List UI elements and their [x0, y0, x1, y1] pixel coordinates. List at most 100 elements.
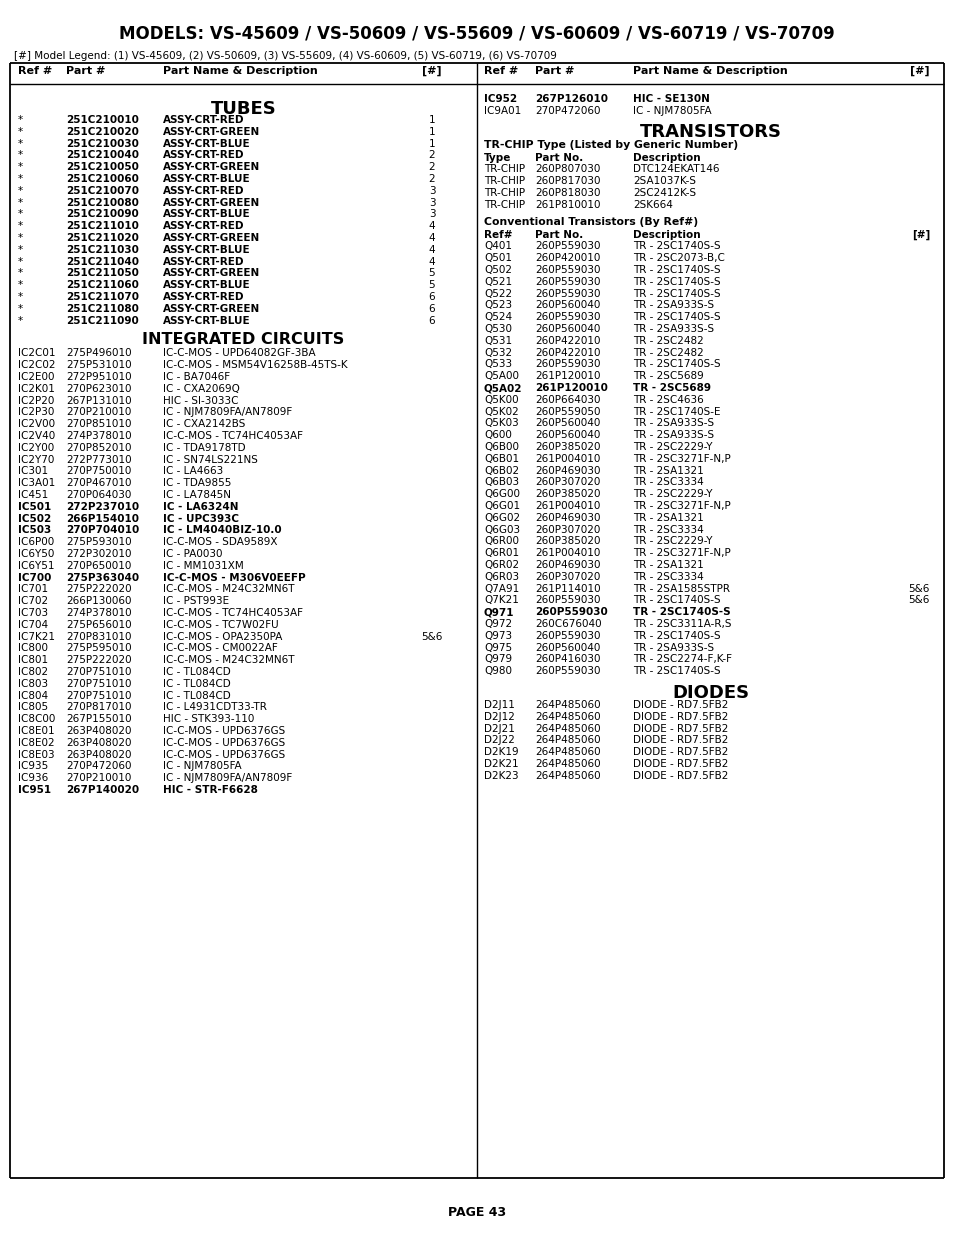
Text: IC3A01: IC3A01	[18, 478, 55, 488]
Text: Q6R02: Q6R02	[483, 559, 518, 571]
Text: IC6P00: IC6P00	[18, 537, 54, 547]
Text: 251C210030: 251C210030	[66, 138, 139, 148]
Text: D2J22: D2J22	[483, 735, 515, 746]
Text: 261P004010: 261P004010	[535, 548, 599, 558]
Text: TR - 2SC2229-Y: TR - 2SC2229-Y	[633, 442, 712, 452]
Text: DIODE - RD7.5FB2: DIODE - RD7.5FB2	[633, 711, 727, 721]
Text: 270P704010: 270P704010	[66, 525, 139, 536]
Text: Part Name & Description: Part Name & Description	[163, 65, 317, 77]
Text: 260P664030: 260P664030	[535, 395, 599, 405]
Text: 260C676040: 260C676040	[535, 619, 601, 629]
Text: ASSY-CRT-BLUE: ASSY-CRT-BLUE	[163, 280, 251, 290]
Text: IC8E01: IC8E01	[18, 726, 54, 736]
Text: IC - NJM7805FA: IC - NJM7805FA	[633, 106, 711, 116]
Text: D2K19: D2K19	[483, 747, 518, 757]
Text: IC - L4931CDT33-TR: IC - L4931CDT33-TR	[163, 703, 267, 713]
Text: 275P363040: 275P363040	[66, 573, 139, 583]
Text: 261P114010: 261P114010	[535, 584, 600, 594]
Text: TR - 2SC2274-F,K-F: TR - 2SC2274-F,K-F	[633, 655, 731, 664]
Text: TR - 2SA933S-S: TR - 2SA933S-S	[633, 642, 714, 652]
Text: IC - MM1031XM: IC - MM1031XM	[163, 561, 244, 571]
Text: Q972: Q972	[483, 619, 512, 629]
Text: *: *	[18, 268, 23, 278]
Text: ASSY-CRT-RED: ASSY-CRT-RED	[163, 291, 244, 303]
Text: IC - LA4663: IC - LA4663	[163, 467, 223, 477]
Text: 251C211080: 251C211080	[66, 304, 139, 314]
Text: 260P469030: 260P469030	[535, 513, 599, 522]
Text: Part Name & Description: Part Name & Description	[633, 65, 787, 77]
Text: IC - CXA2069Q: IC - CXA2069Q	[163, 384, 239, 394]
Text: IC-C-MOS - UPD6376GS: IC-C-MOS - UPD6376GS	[163, 737, 285, 748]
Text: ASSY-CRT-BLUE: ASSY-CRT-BLUE	[163, 245, 251, 254]
Text: 270P851010: 270P851010	[66, 419, 132, 430]
Text: ASSY-CRT-RED: ASSY-CRT-RED	[163, 115, 244, 125]
Text: 260P560040: 260P560040	[535, 642, 599, 652]
Text: IC2C02: IC2C02	[18, 361, 55, 370]
Text: 267P155010: 267P155010	[66, 714, 132, 724]
Text: TR-CHIP: TR-CHIP	[483, 188, 524, 198]
Text: DIODE - RD7.5FB2: DIODE - RD7.5FB2	[633, 760, 727, 769]
Text: Q6B02: Q6B02	[483, 466, 518, 475]
Text: 260P559030: 260P559030	[535, 312, 599, 322]
Text: 275P656010: 275P656010	[66, 620, 132, 630]
Text: 275P496010: 275P496010	[66, 348, 132, 358]
Text: 260P307020: 260P307020	[535, 525, 599, 535]
Text: IC-C-MOS - TC74HC4053AF: IC-C-MOS - TC74HC4053AF	[163, 431, 303, 441]
Text: TR - 2SC2482: TR - 2SC2482	[633, 347, 703, 358]
Text: TR - 2SA1585STPR: TR - 2SA1585STPR	[633, 584, 729, 594]
Text: 270P817010: 270P817010	[66, 703, 132, 713]
Text: 260P818030: 260P818030	[535, 188, 599, 198]
Text: IC-C-MOS - CM0022AF: IC-C-MOS - CM0022AF	[163, 643, 277, 653]
Text: 260P560040: 260P560040	[535, 419, 599, 429]
Text: TR - 2SC2229-Y: TR - 2SC2229-Y	[633, 489, 712, 499]
Text: 270P751010: 270P751010	[66, 690, 132, 700]
Text: Q5K02: Q5K02	[483, 406, 518, 416]
Text: 251C210010: 251C210010	[66, 115, 139, 125]
Text: *: *	[18, 291, 23, 303]
Text: 264P485060: 264P485060	[535, 700, 600, 710]
Text: 264P485060: 264P485060	[535, 760, 600, 769]
Text: 251C210090: 251C210090	[66, 210, 138, 220]
Text: IC804: IC804	[18, 690, 48, 700]
Text: *: *	[18, 115, 23, 125]
Text: 260P817030: 260P817030	[535, 177, 599, 186]
Text: ASSY-CRT-GREEN: ASSY-CRT-GREEN	[163, 127, 260, 137]
Text: Q6B03: Q6B03	[483, 478, 518, 488]
Text: ASSY-CRT-RED: ASSY-CRT-RED	[163, 185, 244, 196]
Text: 2: 2	[428, 151, 435, 161]
Text: IC - TL084CD: IC - TL084CD	[163, 679, 231, 689]
Text: TR - 2SC2073-B,C: TR - 2SC2073-B,C	[633, 253, 724, 263]
Text: IC-C-MOS - OPA2350PA: IC-C-MOS - OPA2350PA	[163, 631, 282, 642]
Text: TR - 2SC3334: TR - 2SC3334	[633, 525, 703, 535]
Text: TR - 2SC3334: TR - 2SC3334	[633, 478, 703, 488]
Text: 2: 2	[428, 162, 435, 172]
Text: IC951: IC951	[18, 785, 51, 795]
Text: TR - 2SC5689: TR - 2SC5689	[633, 383, 710, 393]
Text: MODELS: VS-45609 / VS-50609 / VS-55609 / VS-60609 / VS-60719 / VS-70709: MODELS: VS-45609 / VS-50609 / VS-55609 /…	[119, 23, 834, 42]
Text: ASSY-CRT-BLUE: ASSY-CRT-BLUE	[163, 138, 251, 148]
Text: Q531: Q531	[483, 336, 512, 346]
Text: 251C210070: 251C210070	[66, 185, 139, 196]
Text: IC9A01: IC9A01	[483, 106, 520, 116]
Text: IC8E02: IC8E02	[18, 737, 54, 748]
Text: 251C211010: 251C211010	[66, 221, 139, 231]
Text: *: *	[18, 221, 23, 231]
Text: 260P422010: 260P422010	[535, 336, 599, 346]
Text: TR - 2SA933S-S: TR - 2SA933S-S	[633, 419, 714, 429]
Text: Q522: Q522	[483, 289, 512, 299]
Text: 3: 3	[428, 185, 435, 196]
Text: Conventional Transistors (By Ref#): Conventional Transistors (By Ref#)	[483, 216, 698, 226]
Text: IC952: IC952	[483, 94, 517, 104]
Text: IC6Y51: IC6Y51	[18, 561, 54, 571]
Text: 270P751010: 270P751010	[66, 667, 132, 677]
Text: 5&6: 5&6	[907, 595, 929, 605]
Text: 251C211020: 251C211020	[66, 233, 139, 243]
Text: *: *	[18, 138, 23, 148]
Text: 270P623010: 270P623010	[66, 384, 132, 394]
Text: IC935: IC935	[18, 762, 49, 772]
Text: DIODE - RD7.5FB2: DIODE - RD7.5FB2	[633, 735, 727, 746]
Text: IC800: IC800	[18, 643, 48, 653]
Text: 263P408020: 263P408020	[66, 726, 132, 736]
Text: 2SC2412K-S: 2SC2412K-S	[633, 188, 696, 198]
Text: IC2P30: IC2P30	[18, 408, 54, 417]
